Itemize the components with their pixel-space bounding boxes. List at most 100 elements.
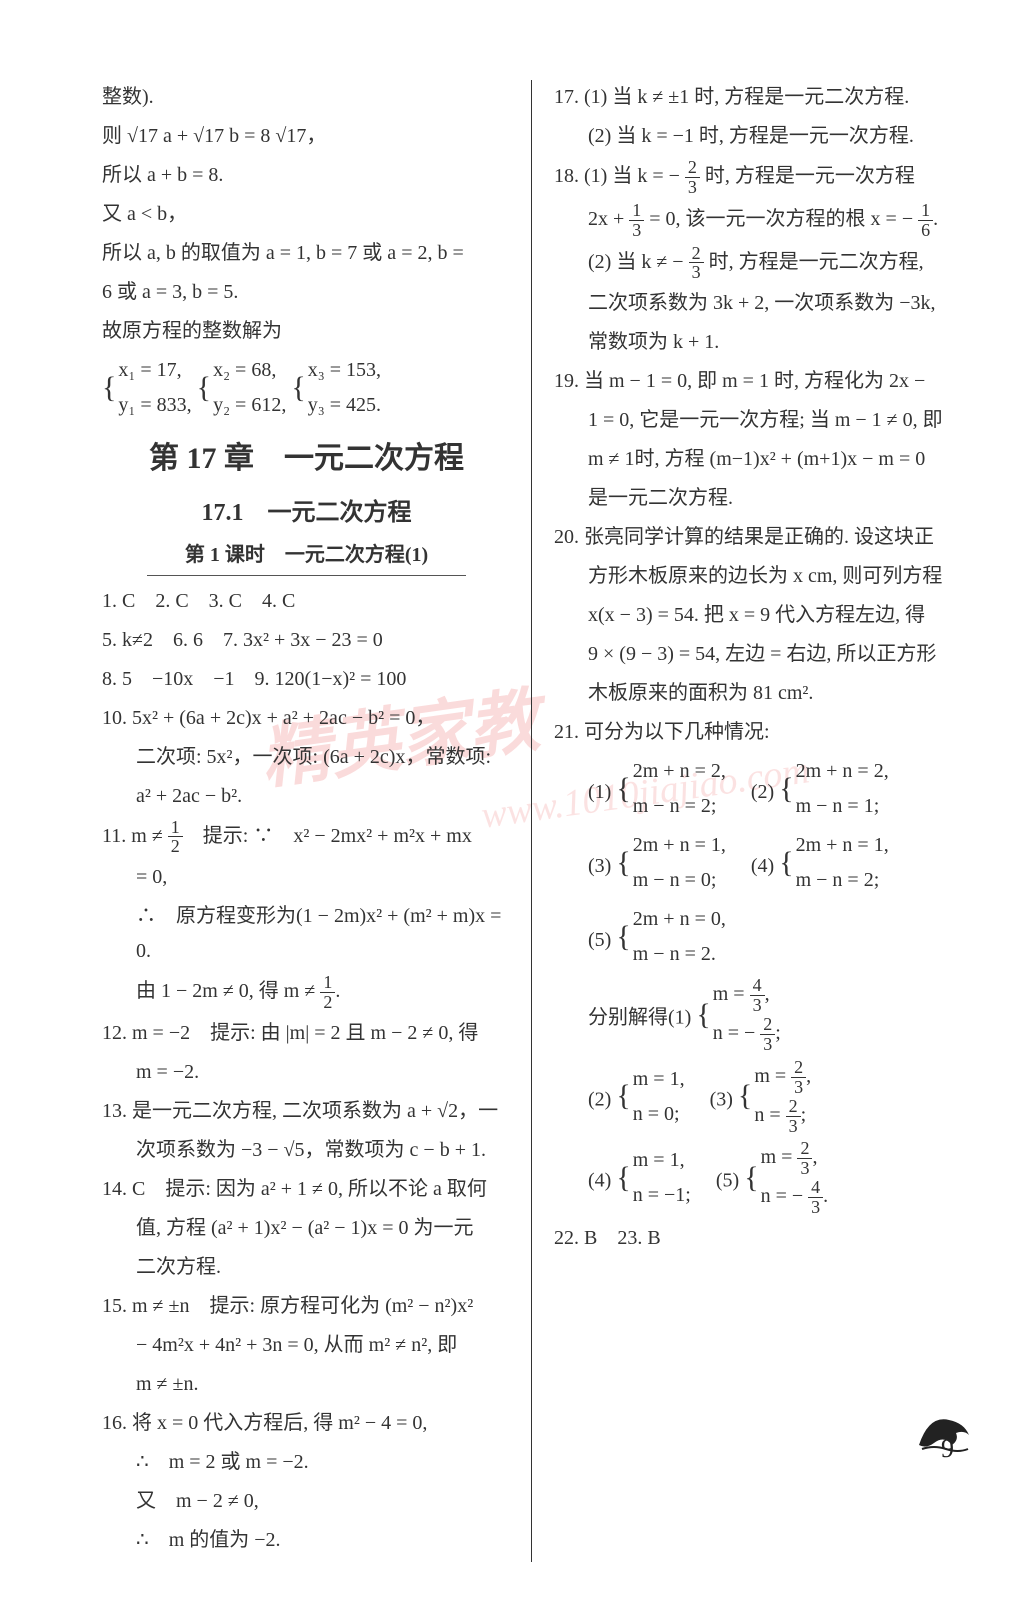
sys-label: (4)	[751, 855, 774, 877]
sys-label: (1)	[588, 781, 611, 803]
sys-val: 2m + n = 2,	[633, 760, 726, 782]
answer-line: (2) 当 k ≠ − 23 时, 方程是一元二次方程,	[554, 244, 962, 283]
sys-val: m = 1,	[633, 1068, 685, 1090]
sys-label: (5)	[588, 929, 611, 951]
text-line: 所以 a + b = 8.	[102, 158, 511, 193]
fraction: 12	[168, 818, 183, 857]
answer-line: ∴ m = 2 或 m = −2.	[102, 1445, 511, 1480]
answer-line: 1 = 0, 它是一元一次方程; 当 m − 1 ≠ 0, 即	[554, 403, 962, 438]
page-number: 9	[941, 1426, 954, 1472]
sys-val: 2m + n = 2,	[796, 760, 889, 782]
sys-label: (3)	[710, 1088, 733, 1110]
equation-system-row: (2) {m = 1,n = 0; (3) { m = 23, n = 23;	[554, 1058, 962, 1136]
answer-line: ∴ 原方程变形为(1 − 2m)x² + (m² + m)x = 0.	[102, 899, 511, 969]
answer-line: 由 1 − 2m ≠ 0, 得 m ≠ 12.	[102, 973, 511, 1012]
text-span: (2) 当 k ≠ −	[588, 251, 689, 273]
text-span: 分别解得(1)	[588, 1007, 691, 1029]
equation-system-row: {x₁ = 17,y₁ = 833, {x₂ = 68,y₂ = 612, {x…	[102, 353, 511, 423]
answer-line: 10. 5x² + (6a + 2c)x + a² + 2ac − b² = 0…	[102, 701, 511, 736]
sys-label: (2)	[588, 1088, 611, 1110]
equation-system-row: (3) {2m + n = 1,m − n = 0; (4) {2m + n =…	[554, 828, 962, 898]
answer-line: 1. C 2. C 3. C 4. C	[102, 584, 511, 619]
text-line: 整数).	[102, 80, 511, 115]
answer-line: 二次项: 5x²，一次项: (6a + 2c)x，常数项:	[102, 740, 511, 775]
page-container: 整数). 则 √17 a + √17 b = 8 √17， 所以 a + b =…	[0, 0, 1024, 1622]
text-line: 则 √17 a + √17 b = 8 √17，	[102, 119, 511, 154]
answer-line: 21. 可分为以下几种情况:	[554, 715, 962, 750]
answer-line: 分别解得(1) { m = 43, n = − 23;	[554, 976, 962, 1054]
sys-val: m − n = 1;	[796, 795, 880, 817]
answer-line: 是一元二次方程.	[554, 481, 962, 516]
right-column: 17. (1) 当 k ≠ ±1 时, 方程是一元二次方程. (2) 当 k =…	[532, 80, 974, 1562]
answer-line: m = −2.	[102, 1055, 511, 1090]
text-line: 又 a < b，	[102, 197, 511, 232]
fraction: 13	[629, 201, 644, 240]
answer-line: 13. 是一元二次方程, 二次项系数为 a + √2，一	[102, 1094, 511, 1129]
sys-val: 2m + n = 0,	[633, 908, 726, 930]
sys-label: (3)	[588, 855, 611, 877]
chapter-title: 第 17 章 一元二次方程	[102, 433, 511, 486]
text-span: = 0, 该一元一次方程的根 x = −	[644, 208, 918, 230]
sys-val: m = 43,	[713, 983, 770, 1005]
answer-line: 22. B 23. B	[554, 1221, 962, 1256]
sys-val: m = 23,	[761, 1146, 818, 1168]
sys-label: (5)	[716, 1170, 739, 1192]
sys-val: m = 1,	[633, 1149, 685, 1171]
answer-line: 20. 张亮同学计算的结果是正确的. 设这块正	[554, 520, 962, 555]
text-line: 6 或 a = 3, b = 5.	[102, 275, 511, 310]
answer-line: (2) 当 k = −1 时, 方程是一元一次方程.	[554, 119, 962, 154]
sys-val: m − n = 2;	[633, 795, 717, 817]
answer-line: 19. 当 m − 1 = 0, 即 m = 1 时, 方程化为 2x −	[554, 364, 962, 399]
section-title: 17.1 一元二次方程	[102, 492, 511, 534]
text-line: 故原方程的整数解为	[102, 314, 511, 349]
sys-val: m = 23,	[754, 1065, 811, 1087]
sys-label: (2)	[751, 781, 774, 803]
answer-line: 14. C 提示: 因为 a² + 1 ≠ 0, 所以不论 a 取何	[102, 1172, 511, 1207]
sys-val: n = − 43.	[761, 1185, 829, 1207]
sys-val: x₁ = 17,	[118, 359, 181, 381]
sys-val: 2m + n = 1,	[633, 834, 726, 856]
sys-val: n = 0;	[633, 1103, 680, 1125]
sys-val: x₃ = 153,	[308, 359, 381, 381]
answer-line: 方形木板原来的边长为 x cm, 则可列方程	[554, 559, 962, 594]
sys-val: m − n = 2.	[633, 943, 716, 965]
answer-line: = 0,	[102, 860, 511, 895]
answer-line: a² + 2ac − b².	[102, 779, 511, 814]
equation-system-row: (4) {m = 1,n = −1; (5) { m = 23, n = − 4…	[554, 1139, 962, 1217]
answer-line: 11. m ≠ 12 提示: ∵ x² − 2mx² + m²x + mx	[102, 818, 511, 857]
sys-val: y₁ = 833,	[118, 394, 191, 416]
answer-line: 二次方程.	[102, 1250, 511, 1285]
answer-line: 15. m ≠ ±n 提示: 原方程可化为 (m² − n²)x²	[102, 1289, 511, 1324]
equation-system-row: (1) {2m + n = 2,m − n = 2; (2) {2m + n =…	[554, 754, 962, 824]
answer-line: m ≠ ±n.	[102, 1367, 511, 1402]
text-span: 由 1 − 2m ≠ 0, 得 m ≠	[136, 980, 320, 1002]
answer-line: m ≠ 1时, 方程 (m−1)x² + (m+1)x − m = 0	[554, 442, 962, 477]
answer-line: 2x + 13 = 0, 该一元一次方程的根 x = − 16.	[554, 201, 962, 240]
sys-label: (4)	[588, 1170, 611, 1192]
answer-line: 次项系数为 −3 − √5，常数项为 c − b + 1.	[102, 1133, 511, 1168]
answer-line: 9 × (9 − 3) = 54, 左边 = 右边, 所以正方形	[554, 637, 962, 672]
sys-val: x₂ = 68,	[213, 359, 276, 381]
text-span: 时, 方程是一元一次方程	[700, 165, 915, 187]
answer-line: 18. (1) 当 k = − 23 时, 方程是一元一次方程	[554, 158, 962, 197]
text-span: 提示: ∵ x² − 2mx² + m²x + mx	[183, 824, 472, 846]
sys-val: m − n = 0;	[633, 869, 717, 891]
text-span: 11. m ≠	[102, 824, 168, 846]
fraction: 12	[320, 973, 335, 1012]
sys-val: y₃ = 425.	[308, 394, 381, 416]
answer-line: 二次项系数为 3k + 2, 一次项系数为 −3k,	[554, 286, 962, 321]
fraction: 16	[918, 201, 933, 240]
text-span: 2x +	[588, 208, 629, 230]
answer-line: 常数项为 k + 1.	[554, 325, 962, 360]
sys-val: n = −1;	[633, 1184, 691, 1206]
left-column: 整数). 则 √17 a + √17 b = 8 √17， 所以 a + b =…	[90, 80, 532, 1562]
fraction: 23	[689, 244, 704, 283]
answer-line: 值, 方程 (a² + 1)x² − (a² − 1)x = 0 为一元	[102, 1211, 511, 1246]
answer-line: 5. k≠2 6. 6 7. 3x² + 3x − 23 = 0	[102, 623, 511, 658]
answer-line: 又 m − 2 ≠ 0,	[102, 1484, 511, 1519]
answer-line: 17. (1) 当 k ≠ ±1 时, 方程是一元二次方程.	[554, 80, 962, 115]
sys-val: n = 23;	[754, 1104, 806, 1126]
answer-line: 16. 将 x = 0 代入方程后, 得 m² − 4 = 0,	[102, 1406, 511, 1441]
text-line: 所以 a, b 的取值为 a = 1, b = 7 或 a = 2, b =	[102, 236, 511, 271]
answer-line: 12. m = −2 提示: 由 |m| = 2 且 m − 2 ≠ 0, 得	[102, 1016, 511, 1051]
